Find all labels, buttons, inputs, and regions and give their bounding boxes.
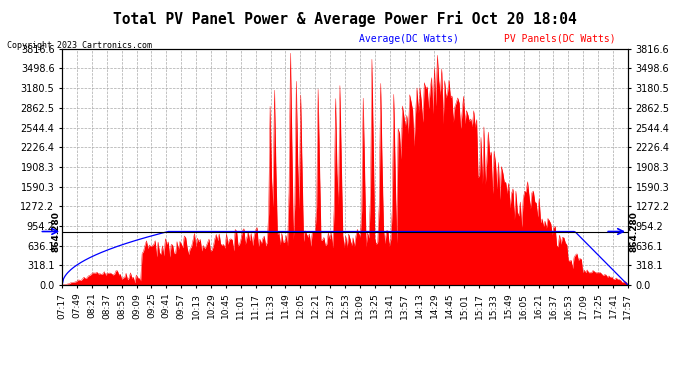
Text: 864.280: 864.280 [52, 211, 61, 252]
Text: Average(DC Watts): Average(DC Watts) [359, 34, 459, 44]
Text: PV Panels(DC Watts): PV Panels(DC Watts) [504, 34, 615, 44]
Text: Copyright 2023 Cartronics.com: Copyright 2023 Cartronics.com [7, 41, 152, 50]
Text: Total PV Panel Power & Average Power Fri Oct 20 18:04: Total PV Panel Power & Average Power Fri… [113, 11, 577, 27]
Text: 864.280: 864.280 [629, 211, 638, 252]
